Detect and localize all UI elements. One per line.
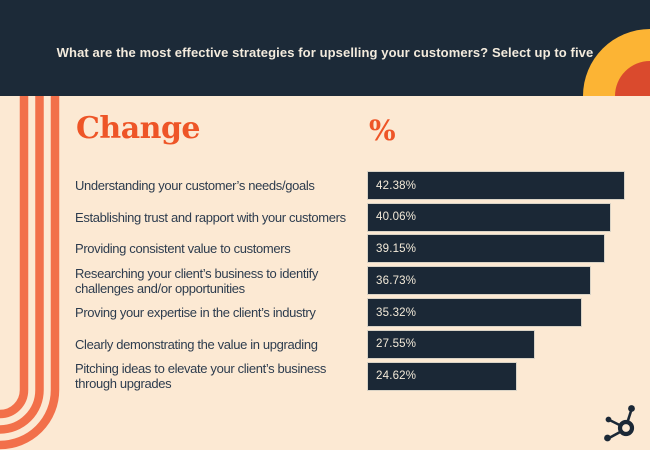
hubspot-logo: [604, 405, 635, 442]
chart-row: Pitching ideas to elevate your client’s …: [75, 361, 635, 391]
chart-row: Proving your expertise in the client’s i…: [75, 298, 635, 327]
chart-row: Researching your client’s business to id…: [75, 266, 635, 296]
value-label: 24.62%: [376, 370, 417, 382]
chart-row: Clearly demonstrating the value in upgra…: [75, 329, 635, 359]
value-bar: 42.38%: [367, 171, 625, 200]
value-bar: 27.55%: [367, 329, 535, 359]
value-label: 36.73%: [376, 274, 417, 287]
header-banner: What are the most effective strategies f…: [0, 0, 650, 96]
strategy-label: Providing consistent value to customers: [75, 241, 291, 256]
strategy-label: Understanding your customer’s needs/goal…: [75, 178, 315, 193]
value-bar: 35.32%: [367, 298, 582, 327]
chart-row: Understanding your customer’s needs/goal…: [75, 171, 635, 200]
question-title: What are the most effective strategies f…: [56, 45, 594, 60]
value-bar: 40.06%: [367, 202, 611, 232]
strategy-label: Clearly demonstrating the value in upgra…: [75, 336, 318, 352]
value-bar: 24.62%: [367, 361, 517, 391]
value-bar: 36.73%: [367, 266, 591, 295]
value-label: 40.06%: [376, 211, 417, 223]
bar-chart: Understanding your customer’s needs/goal…: [75, 171, 635, 391]
category-column-header: Change: [76, 111, 201, 146]
value-bar: 39.15%: [367, 234, 605, 263]
strategy-label: Pitching ideas to elevate your client’s …: [75, 361, 327, 391]
chart-row: Establishing trust and rapport with your…: [75, 202, 635, 232]
strategy-label: Establishing trust and rapport with your…: [75, 209, 346, 225]
chart-row: Providing consistent value to customers 3…: [75, 234, 635, 263]
strategy-label: Proving your expertise in the client’s i…: [75, 305, 316, 320]
left-stripes-decoration: [0, 96, 60, 450]
strategy-label: Researching your client’s business to id…: [75, 265, 319, 296]
value-label: 39.15%: [376, 242, 417, 255]
value-label: 42.38%: [376, 179, 417, 192]
value-label: 27.55%: [376, 338, 417, 350]
percent-column-header: %: [369, 114, 396, 147]
value-label: 35.32%: [376, 306, 417, 319]
